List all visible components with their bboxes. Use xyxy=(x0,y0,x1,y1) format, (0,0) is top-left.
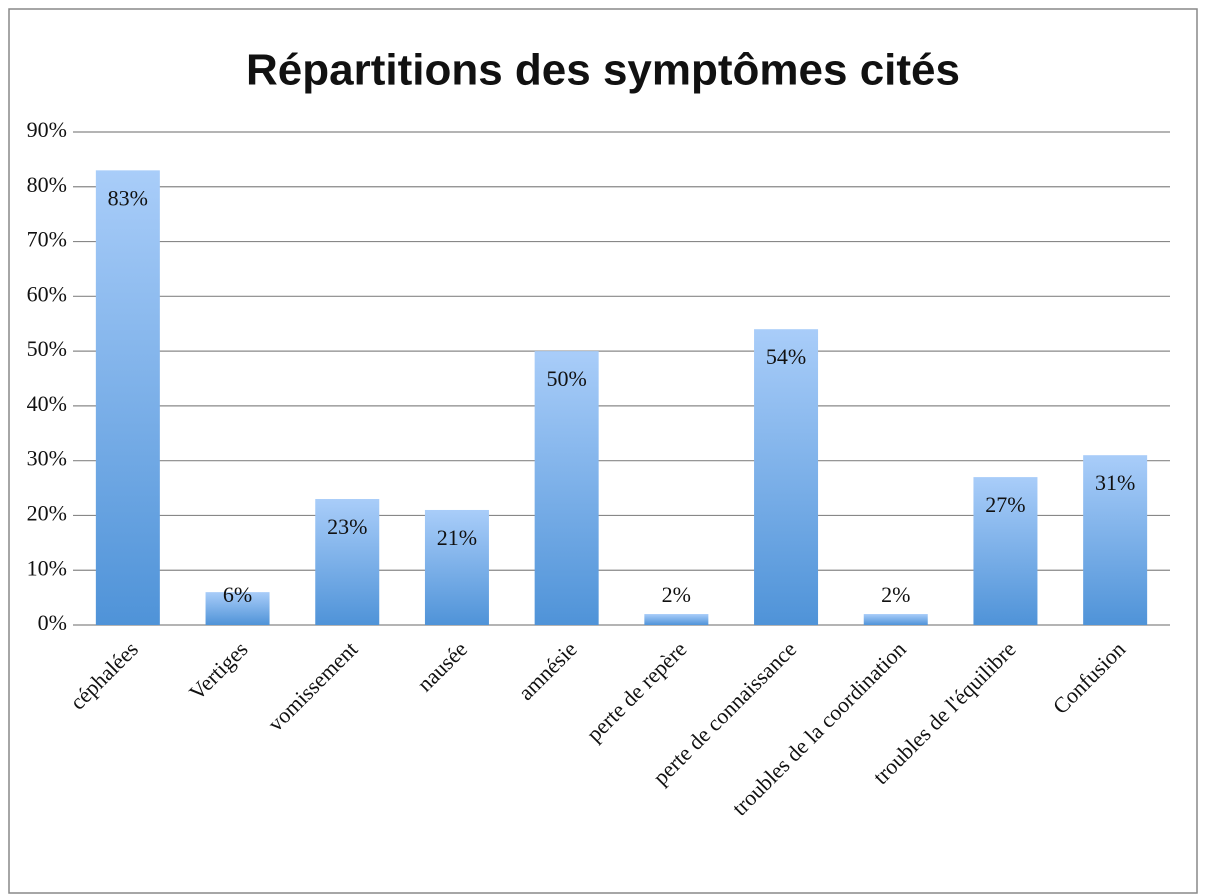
data-label: 83% xyxy=(108,185,148,210)
bar xyxy=(1083,455,1148,625)
data-label: 6% xyxy=(223,582,252,607)
bar xyxy=(973,477,1038,625)
y-tick-label: 90% xyxy=(27,117,67,142)
data-label: 50% xyxy=(546,366,586,391)
y-tick-label: 70% xyxy=(27,227,67,252)
bar xyxy=(863,614,928,625)
y-tick-label: 10% xyxy=(27,555,67,580)
bar xyxy=(424,509,489,625)
y-tick-label: 30% xyxy=(27,446,67,471)
bar xyxy=(644,614,709,625)
y-tick-label: 0% xyxy=(38,610,67,635)
bar xyxy=(205,592,270,625)
data-label: 21% xyxy=(437,525,477,550)
y-tick-label: 40% xyxy=(27,391,67,416)
data-label: 23% xyxy=(327,514,367,539)
y-tick-label: 20% xyxy=(27,500,67,525)
data-label: 2% xyxy=(662,582,691,607)
data-label: 31% xyxy=(1095,470,1135,495)
bar xyxy=(754,329,819,625)
bar xyxy=(95,170,160,625)
data-label: 2% xyxy=(881,582,910,607)
y-tick-label: 80% xyxy=(27,172,67,197)
bar xyxy=(534,351,599,625)
data-label: 27% xyxy=(985,492,1025,517)
chart-frame xyxy=(8,8,1198,894)
bar xyxy=(315,499,380,625)
chart-title: Répartitions des symptômes cités xyxy=(246,46,960,95)
y-tick-label: 60% xyxy=(27,281,67,306)
y-tick-label: 50% xyxy=(27,336,67,361)
data-label: 54% xyxy=(766,344,806,369)
